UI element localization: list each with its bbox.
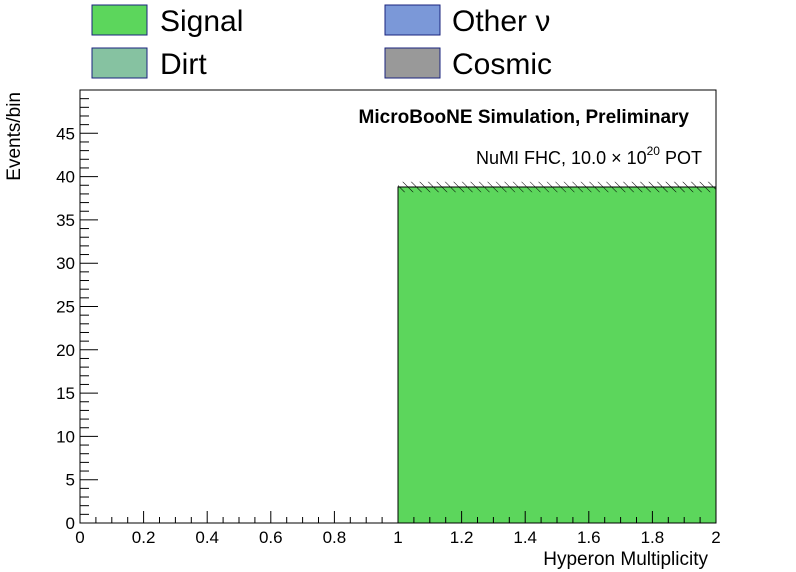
y-tick-label: 5 [66, 471, 75, 490]
legend-swatch-other-nu [384, 4, 441, 36]
y-axis-title: Events/bin [4, 92, 25, 181]
x-axis-title: Hyperon Multiplicity [543, 549, 708, 570]
legend-label-cosmic: Cosmic [452, 48, 552, 81]
x-tick-label: 1.2 [450, 528, 474, 547]
uncertainty-band-bin-1 [398, 181, 716, 193]
legend-label-other-nu: Other ν [452, 5, 550, 38]
y-tick-label: 15 [56, 384, 75, 403]
x-tick-label: 1 [393, 528, 402, 547]
y-tick-label: 20 [56, 341, 75, 360]
simulation-banner: MicroBooNE Simulation, Preliminary [359, 107, 690, 128]
y-tick-label: 30 [56, 254, 75, 273]
pot-label: NuMI FHC, 10.0 × 1020 POT [476, 144, 702, 168]
y-tick-label: 45 [56, 124, 75, 143]
pot-prefix: NuMI FHC, 10.0 × 10 [476, 148, 647, 168]
x-tick-label: 1.8 [641, 528, 665, 547]
x-tick-label: 0.2 [132, 528, 156, 547]
x-tick-label: 0.4 [195, 528, 219, 547]
pot-suffix: POT [660, 148, 702, 168]
y-tick-labels: 0 5 10 15 20 25 30 35 40 45 [56, 124, 75, 533]
y-tick-label: 40 [56, 168, 75, 187]
x-tick-label: 0 [75, 528, 84, 547]
axis-ticks [79, 89, 717, 524]
x-tick-label: 1.6 [577, 528, 601, 547]
x-tick-label: 0.6 [259, 528, 283, 547]
x-tick-label: 0.8 [323, 528, 347, 547]
x-tick-labels: 0 0.2 0.4 0.6 0.8 1 1.2 1.4 1.6 1.8 2 [75, 528, 720, 547]
x-tick-label: 1.4 [513, 528, 537, 547]
legend-swatch-cosmic [384, 47, 441, 79]
y-tick-label: 0 [66, 514, 75, 533]
legend-label-dirt: Dirt [160, 48, 207, 81]
y-tick-label: 35 [56, 211, 75, 230]
histogram-bars [397, 181, 717, 524]
y-tick-label: 10 [56, 427, 75, 446]
x-tick-label: 2 [711, 528, 720, 547]
legend-swatch-dirt [91, 47, 148, 79]
legend-label-signal: Signal [160, 5, 243, 38]
legend-swatch-signal [91, 4, 148, 36]
y-tick-label: 25 [56, 298, 75, 317]
legend: Signal Other ν Dirt Cosmic [91, 4, 552, 81]
bar-signal-bin-1 [397, 186, 717, 524]
pot-exponent: 20 [647, 144, 661, 158]
